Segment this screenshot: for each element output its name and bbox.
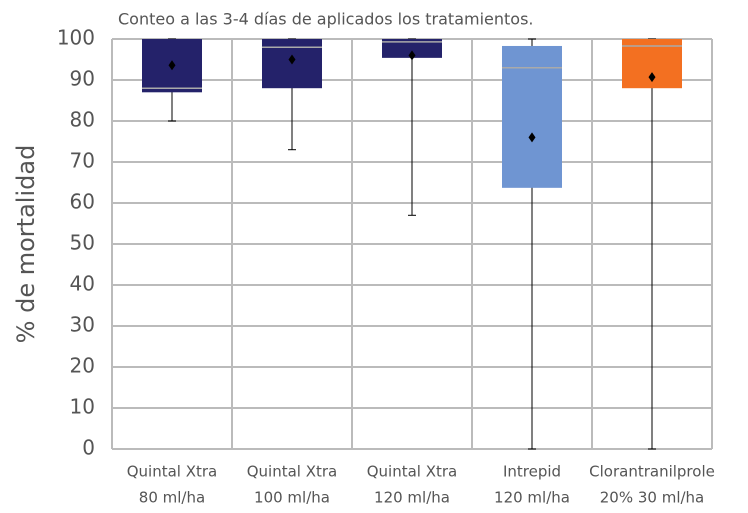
y-tick-label: 60 [70,190,95,214]
box [382,39,442,58]
x-tick-label: 100 ml/ha [254,489,330,507]
y-tick-label: 90 [70,67,95,91]
mean-marker [528,132,536,143]
y-tick-label: 50 [70,231,95,255]
y-tick-label: 30 [70,313,95,337]
mean-marker [648,72,656,83]
x-tick-label: 120 ml/ha [374,489,450,507]
x-tick-label: Clorantranilprole [589,463,715,481]
y-axis-label: % de mortalidad [12,145,40,344]
y-tick-label: 0 [82,436,95,460]
y-tick-label: 10 [70,395,95,419]
chart-title: Conteo a las 3-4 días de aplicados los t… [118,10,534,29]
box [502,45,562,188]
mean-marker [408,50,416,61]
x-tick-label: 120 ml/ha [494,489,570,507]
mean-marker [288,54,296,65]
x-tick-label: Quintal Xtra [247,463,338,481]
y-tick-label: 20 [70,354,95,378]
y-tick-label: 100 [57,26,95,50]
x-tick-label: 80 ml/ha [139,489,205,507]
x-tick-label: Intrepid [503,463,561,481]
x-tick-label: Quintal Xtra [127,463,218,481]
x-tick-label: 20% 30 ml/ha [600,489,705,507]
y-tick-label: 40 [70,272,95,296]
x-tick-label: Quintal Xtra [367,463,458,481]
y-tick-label: 70 [70,149,95,173]
y-tick-label: 80 [70,108,95,132]
mean-marker [168,60,176,71]
